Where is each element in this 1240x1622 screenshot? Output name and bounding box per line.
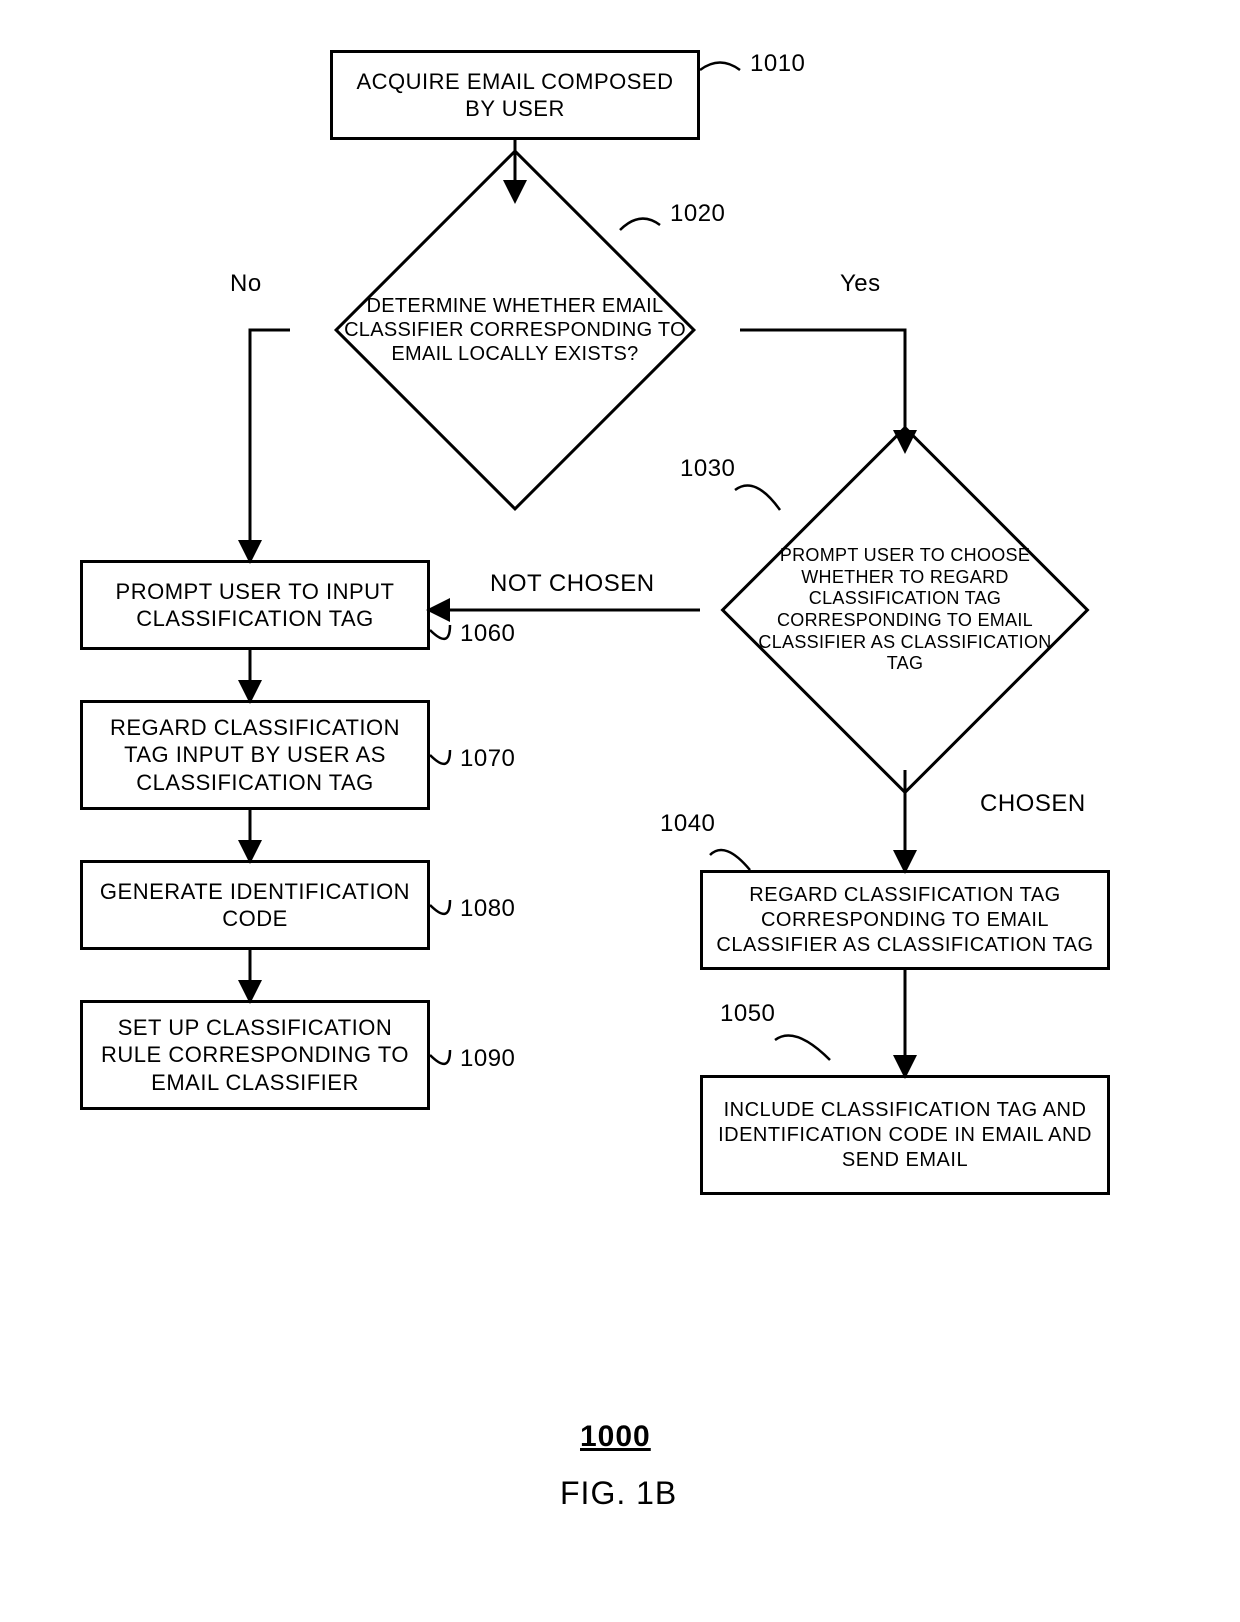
leader-1010 — [700, 63, 740, 71]
node-1060-text: PROMPT USER TO INPUT CLASSIFICATION TAG — [93, 578, 417, 633]
node-1030-text: PROMPT USER TO CHOOSE WHETHER TO REGARD … — [740, 545, 1070, 675]
node-1030: PROMPT USER TO CHOOSE WHETHER TO REGARD … — [700, 450, 1110, 770]
ref-1090: 1090 — [460, 1045, 515, 1073]
edge-label-no: No — [230, 270, 262, 298]
ref-1020: 1020 — [670, 200, 725, 228]
figure-caption: FIG. 1B — [560, 1475, 677, 1512]
edge-1020-1060 — [250, 330, 290, 560]
node-1020: DETERMINE WHETHER EMAIL CLASSIFIER CORRE… — [290, 200, 740, 460]
leader-1040 — [710, 850, 750, 870]
node-1070-text: REGARD CLASSIFICATION TAG INPUT BY USER … — [93, 714, 417, 797]
edge-label-yes: Yes — [840, 270, 881, 298]
edge-1020-1030 — [740, 330, 905, 450]
node-1090-text: SET UP CLASSIFICATION RULE CORRESPONDING… — [93, 1014, 417, 1097]
ref-1040: 1040 — [660, 810, 715, 838]
node-1040: REGARD CLASSIFICATION TAG CORRESPONDING … — [700, 870, 1110, 970]
node-1010: ACQUIRE EMAIL COMPOSED BY USER — [330, 50, 700, 140]
leader-1060 — [430, 625, 450, 639]
node-1070: REGARD CLASSIFICATION TAG INPUT BY USER … — [80, 700, 430, 810]
flowchart-canvas: ACQUIRE EMAIL COMPOSED BY USER DETERMINE… — [0, 0, 1240, 1622]
edge-label-not-chosen: NOT CHOSEN — [490, 570, 655, 598]
ref-1050: 1050 — [720, 1000, 775, 1028]
ref-1030: 1030 — [680, 455, 735, 483]
node-1060: PROMPT USER TO INPUT CLASSIFICATION TAG — [80, 560, 430, 650]
ref-1060: 1060 — [460, 620, 515, 648]
node-1050-text: INCLUDE CLASSIFICATION TAG AND IDENTIFIC… — [713, 1098, 1097, 1173]
node-1090: SET UP CLASSIFICATION RULE CORRESPONDING… — [80, 1000, 430, 1110]
node-1050: INCLUDE CLASSIFICATION TAG AND IDENTIFIC… — [700, 1075, 1110, 1195]
leader-1080 — [430, 900, 450, 914]
ref-1070: 1070 — [460, 745, 515, 773]
figure-number: 1000 — [580, 1420, 651, 1454]
ref-1010: 1010 — [750, 50, 805, 78]
edge-label-chosen: CHOSEN — [980, 790, 1086, 818]
leader-1090 — [430, 1050, 450, 1064]
node-1080-text: GENERATE IDENTIFICATION CODE — [93, 878, 417, 933]
node-1020-text: DETERMINE WHETHER EMAIL CLASSIFIER CORRE… — [318, 294, 712, 366]
leader-1070 — [430, 750, 450, 764]
node-1040-text: REGARD CLASSIFICATION TAG CORRESPONDING … — [713, 883, 1097, 958]
ref-1080: 1080 — [460, 895, 515, 923]
node-1010-text: ACQUIRE EMAIL COMPOSED BY USER — [343, 68, 687, 123]
leader-1050 — [775, 1036, 830, 1061]
node-1080: GENERATE IDENTIFICATION CODE — [80, 860, 430, 950]
